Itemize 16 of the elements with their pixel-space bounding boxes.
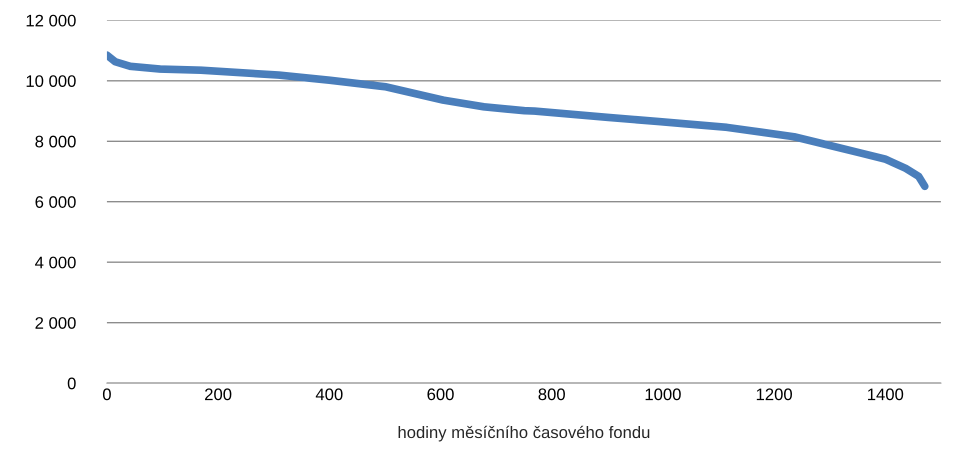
y-tick-label: 12 000 [26,14,76,27]
x-tick-label: 200 [205,388,232,400]
x-tick-label: 400 [316,388,343,400]
y-tick-label: 2 000 [36,317,76,329]
x-tick-label: 1400 [868,388,904,400]
x-tick-label: 800 [538,388,565,400]
x-tick-label: 0 [102,388,111,400]
y-tick-label: 0 [68,378,76,390]
y-tick-label: 8 000 [35,136,76,148]
y-tick-label: 6 000 [36,196,76,208]
y-tick-label: 10 000 [26,75,76,88]
x-axis-title: hodiny měsíčního časového fondu [398,426,650,442]
x-tick-label: 1000 [646,388,681,400]
y-tick-label: 4 000 [35,256,76,268]
x-tick-label: 1200 [756,388,792,400]
x-tick-label: 600 [427,388,454,400]
